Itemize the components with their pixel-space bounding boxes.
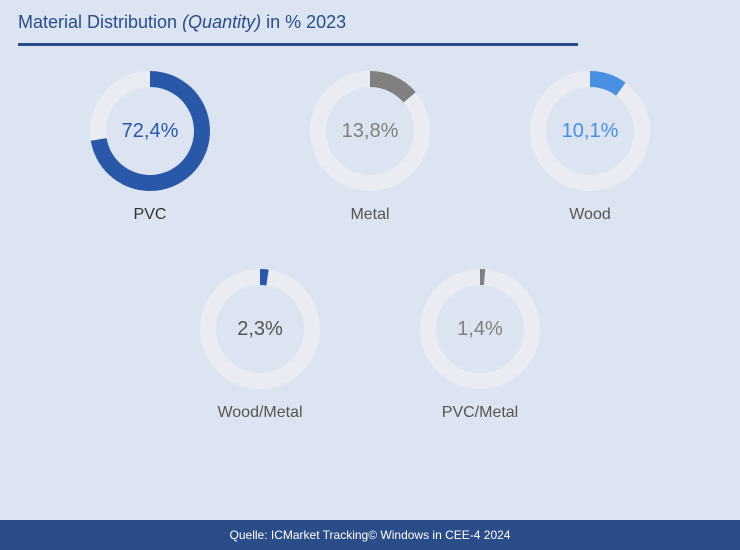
donut-wood-metal: 2,3% Wood/Metal [185,264,335,422]
donut-label: PVC [134,206,167,224]
title-suffix: in % 2023 [266,12,346,32]
donut-pvc-metal: 1,4% PVC/Metal [405,264,555,422]
footer-bar: Quelle: ICMarket Tracking© Windows in CE… [0,520,740,550]
donut-value: 2,3% [195,264,325,394]
donut-ring: 10,1% [525,66,655,196]
donut-value: 13,8% [305,66,435,196]
donut-ring: 1,4% [415,264,545,394]
donut-label: Wood/Metal [217,404,302,422]
footer-text: Quelle: ICMarket Tracking© Windows in CE… [230,528,511,542]
chart-title: Material Distribution (Quantity) in % 20… [18,12,722,33]
donut-pvc: 72,4% PVC [75,66,225,224]
donut-ring: 72,4% [85,66,215,196]
donut-value: 1,4% [415,264,545,394]
donut-label: Wood [569,206,611,224]
donut-label: Metal [350,206,389,224]
donut-label: PVC/Metal [442,404,518,422]
donut-value: 72,4% [85,66,215,196]
donut-value: 10,1% [525,66,655,196]
donut-metal: 13,8% Metal [295,66,445,224]
donut-ring: 2,3% [195,264,325,394]
title-prefix: Material Distribution [18,12,182,32]
donut-ring: 13,8% [305,66,435,196]
title-bar: Material Distribution (Quantity) in % 20… [0,0,740,39]
charts-container: 72,4% PVC 13,8% Metal 10,1% Wood 2,3% Wood/Meta… [0,46,740,422]
donut-wood: 10,1% Wood [515,66,665,224]
title-italic: (Quantity) [182,12,266,32]
